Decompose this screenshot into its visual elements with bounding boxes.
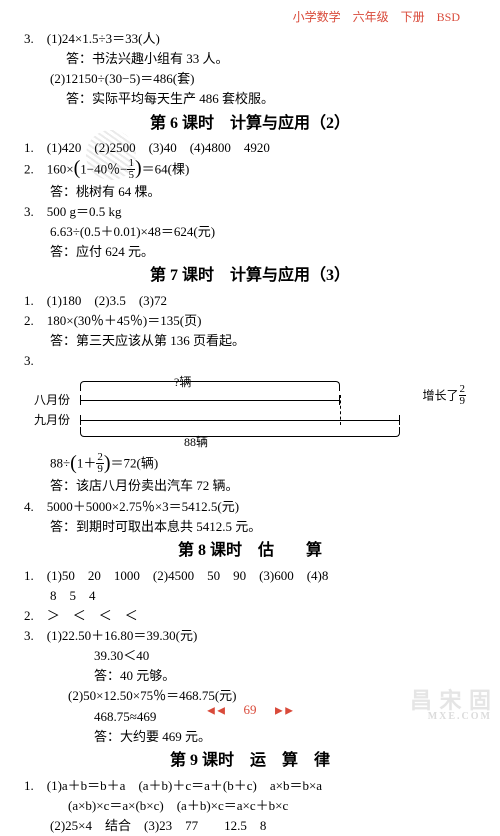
lesson7-diagram: ?辆 八月份 九月份 增长了29 88辆 bbox=[34, 373, 466, 451]
lesson7-q4: 4. 5000＋5000×2.75％×3＝5412.5(元) bbox=[24, 497, 476, 517]
lesson7-title: 第 7 课时 计算与应用（3） bbox=[24, 262, 476, 291]
lesson8-q3-1: 3. (1)22.50＋16.80＝39.30(元) bbox=[24, 626, 476, 646]
watermark-text: 昌 宋 固 MXE.COM bbox=[410, 690, 492, 722]
lesson7-q3-pre: 88÷ bbox=[50, 456, 70, 471]
fraction-2-9b: 29 bbox=[96, 452, 104, 475]
lesson6-q3-2: 6.63÷(0.5＋0.01)×48＝624(元) bbox=[24, 222, 476, 242]
lesson8-title: 第 8 课时 估 算 bbox=[24, 537, 476, 566]
open-paren-icon: ( bbox=[74, 158, 81, 178]
diagram-dash bbox=[340, 395, 341, 425]
lesson8-q2: 2. ＞ ＜ ＜ ＜ bbox=[24, 606, 476, 626]
intro-q3-2a: 答：实际平均每天生产 486 套校服。 bbox=[24, 89, 476, 109]
lesson8-q1: 1. (1)50 20 1000 (2)4500 50 90 (3)600 (4… bbox=[24, 566, 476, 586]
lesson7-q3: 3. bbox=[24, 351, 476, 371]
brace-top-icon bbox=[80, 381, 340, 391]
diagram-inc-label: 增长了29 bbox=[422, 385, 466, 408]
page-number: 69 bbox=[244, 702, 257, 717]
fraction-2-9a: 29 bbox=[459, 384, 467, 407]
lesson7-q2a: 答：第三天应该从第 136 页看起。 bbox=[24, 331, 476, 351]
footer-left-tri-icon: ◀ ◀ bbox=[207, 706, 225, 717]
lesson9-q1-2: (a×b)×c＝a×(b×c) (a＋b)×c＝a×c＋b×c bbox=[24, 796, 476, 816]
lesson7-q2: 2. 180×(30％＋45％)＝135(页) bbox=[24, 311, 476, 331]
intro-q3-1a: 答：书法兴趣小组有 33 人。 bbox=[24, 49, 476, 69]
lesson6-q3-1: 3. 500 g＝0.5 kg bbox=[24, 202, 476, 222]
intro-q3-2: (2)12150÷(30−5)＝486(套) bbox=[24, 69, 476, 89]
diagram-aug-label: 八月份 bbox=[34, 391, 70, 410]
lesson9-q1-1: 1. (1)a＋b＝b＋a (a＋b)＋c＝a＋(b＋c) a×b＝b×a bbox=[24, 776, 476, 796]
close-paren-icon-2: ) bbox=[104, 453, 111, 473]
lesson6-q3a: 答：应付 624 元。 bbox=[24, 242, 476, 262]
lesson7-q3a: 答：该店八月份卖出汽车 72 辆。 bbox=[24, 476, 476, 496]
lesson7-q3-expr: 88÷(1＋29)＝72(辆) bbox=[24, 453, 476, 476]
lesson7-q4a: 答：到期时可取出本息共 5412.5 元。 bbox=[24, 517, 476, 537]
lesson7-q1: 1. (1)180 (2)3.5 (3)72 bbox=[24, 291, 476, 311]
watermark-stamp-icon bbox=[82, 126, 140, 184]
lesson8-q3-3: 答：40 元够。 bbox=[24, 666, 476, 686]
lesson9-title: 第 9 课时 运 算 律 bbox=[24, 747, 476, 776]
lesson6-q2a: 答：桃树有 64 棵。 bbox=[24, 182, 476, 202]
lesson9-q1-3: (2)25×4 结合 (3)23 77 12.5 8 bbox=[24, 816, 476, 836]
brace-bottom-icon bbox=[80, 427, 400, 437]
lesson8-q3-6: 答：大约要 469 元。 bbox=[24, 727, 476, 747]
footer-right-tri-icon: ▶ ▶ bbox=[275, 706, 293, 717]
diagram-bar-aug bbox=[80, 395, 340, 405]
diagram-bar-sep bbox=[80, 415, 400, 425]
diagram-bottom-label: 88辆 bbox=[184, 433, 208, 452]
lesson7-q3-post: ＝72(辆) bbox=[111, 456, 159, 471]
lesson6-q2-pre: 2. 160× bbox=[24, 161, 74, 176]
page-header: 小学数学 六年级 下册 BSD bbox=[0, 0, 500, 29]
diagram-q-label: ?辆 bbox=[174, 373, 191, 392]
lesson7-q3-mid: 1＋ bbox=[77, 456, 97, 471]
lesson8-q1b: 8 5 4 bbox=[24, 586, 476, 606]
intro-q3-1: 3. (1)24×1.5÷3＝33(人) bbox=[24, 29, 476, 49]
lesson6-q2-post: ＝64(棵) bbox=[142, 161, 190, 176]
lesson8-q3-2: 39.30＜40 bbox=[24, 646, 476, 666]
diagram-sep-label: 九月份 bbox=[34, 411, 70, 430]
open-paren-icon-2: ( bbox=[70, 453, 77, 473]
